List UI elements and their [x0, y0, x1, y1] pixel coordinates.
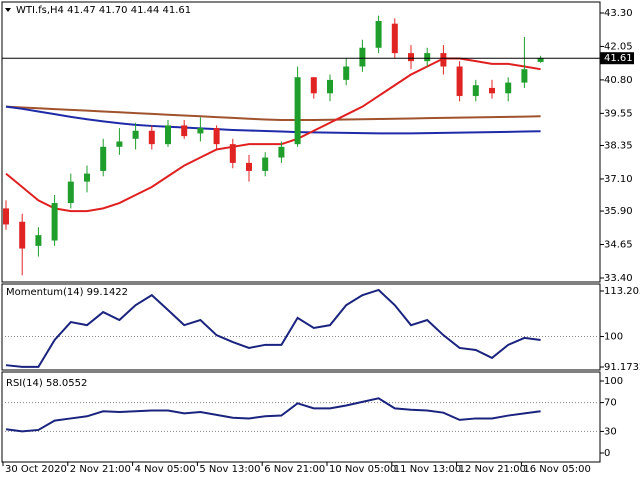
x-tick-label: 12 Nov 21:00	[459, 464, 526, 475]
candle-body	[472, 85, 479, 96]
candle-body	[132, 130, 139, 139]
candle-body	[505, 82, 512, 94]
y-tick-label: 0	[604, 448, 610, 459]
y-tick-label: 37.10	[604, 174, 633, 185]
y-tick-label: 100	[604, 376, 623, 387]
y-tick-label: 38.35	[604, 140, 633, 151]
y-tick-label: 43.30	[604, 8, 633, 19]
candle-body	[116, 141, 123, 147]
last-price-box	[600, 52, 634, 65]
x-tick-label: 4 Nov 05:00	[135, 464, 196, 475]
last-price-label: 41.61	[604, 53, 633, 64]
moving-average	[5, 105, 541, 122]
panel-title: WTI.fs,H4 41.47 41.70 41.44 41.61	[16, 5, 191, 16]
indicator-line	[5, 288, 541, 368]
menu-arrow[interactable]	[5, 8, 11, 12]
y-tick-label: 30	[604, 426, 617, 437]
candle-body	[440, 53, 447, 67]
candle-body	[408, 53, 414, 62]
momentum-panel	[1, 283, 601, 371]
moving-average	[5, 105, 541, 135]
x-tick-label: 30 Oct 2020	[5, 464, 67, 475]
y-tick-label: 100	[604, 332, 623, 343]
candle-body	[84, 173, 90, 182]
indicator-line	[5, 397, 541, 433]
x-tick-label: 6 Nov 21:00	[264, 464, 325, 475]
y-tick-label: 113.2035	[604, 286, 640, 297]
rsi-panel	[1, 371, 601, 463]
y-tick-label: 33.40	[604, 273, 633, 284]
candle-body	[35, 235, 42, 246]
candle-body	[51, 203, 58, 241]
x-tick-label: 2 Nov 21:00	[70, 464, 131, 475]
candle-body	[100, 146, 107, 171]
x-tick-label: 11 Nov 13:00	[394, 464, 461, 475]
x-tick-label: 16 Nov 05:00	[523, 464, 590, 475]
panel-title: Momentum(14) 99.1422	[6, 287, 128, 298]
candle-body	[343, 66, 350, 80]
y-tick-label: 91.1732	[604, 362, 640, 373]
y-tick-label: 39.55	[604, 108, 633, 119]
candle-body	[278, 146, 285, 158]
candle-body	[19, 221, 26, 249]
y-tick-label: 40.80	[604, 75, 633, 86]
candle-body	[359, 47, 366, 67]
candle-body	[213, 128, 220, 145]
candle-body	[262, 157, 269, 171]
y-tick-label: 35.90	[604, 206, 633, 217]
candle-body	[375, 21, 382, 48]
candle-body	[229, 144, 236, 163]
y-tick-label: 70	[604, 398, 617, 409]
y-tick-label: 42.05	[604, 41, 633, 52]
price-panel	[1, 1, 601, 283]
candle-body	[294, 77, 301, 145]
candle-body	[489, 87, 495, 94]
x-tick-label: 5 Nov 13:00	[199, 464, 260, 475]
candle-body	[537, 58, 544, 62]
y-tick-label: 34.65	[604, 240, 633, 251]
candle-body	[246, 162, 252, 171]
candle-body	[181, 125, 188, 137]
candle-body	[521, 69, 528, 83]
candle-body	[456, 66, 463, 96]
x-tick-label: 10 Nov 05:00	[329, 464, 396, 475]
candle-body	[148, 130, 155, 145]
candle-body	[391, 23, 398, 54]
candle-body	[67, 181, 74, 204]
candle-body	[197, 128, 204, 134]
candle-body	[424, 53, 431, 62]
panel-title: RSI(14) 58.0552	[6, 378, 87, 389]
candle-body	[310, 77, 317, 94]
candle-body	[165, 125, 171, 145]
candle-body	[327, 79, 333, 94]
candle-body	[3, 208, 9, 225]
